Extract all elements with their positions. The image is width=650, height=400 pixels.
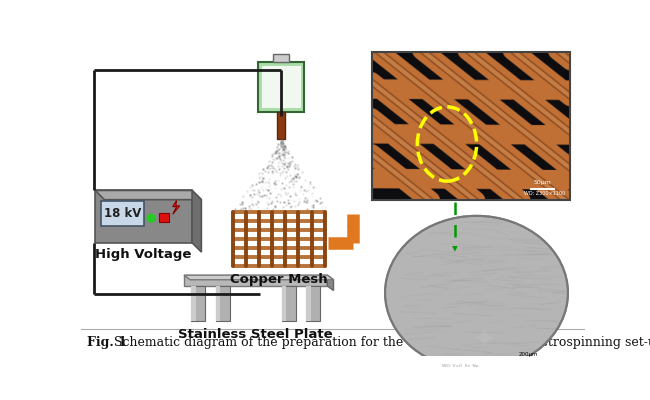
Bar: [184, 275, 328, 286]
Bar: [306, 286, 311, 320]
Bar: [262, 66, 300, 108]
Circle shape: [147, 214, 155, 222]
Text: ✦: ✦: [473, 325, 496, 353]
Text: Stainless Steel Plate: Stainless Steel Plate: [178, 328, 333, 341]
Bar: [216, 286, 229, 320]
Bar: [191, 286, 196, 320]
Bar: [281, 286, 296, 320]
Bar: [274, 54, 289, 62]
Text: WD: V=0  5s  No.: WD: V=0 5s No.: [442, 364, 480, 368]
Text: Schematic diagram of the preparation for the air filters and the electrospinning: Schematic diagram of the preparation for…: [110, 336, 650, 350]
Bar: [101, 201, 144, 226]
Bar: [159, 213, 169, 222]
Text: High Voltage: High Voltage: [96, 248, 192, 261]
Text: WD: Z300×1100: WD: Z300×1100: [525, 191, 566, 196]
Text: Fig. 1: Fig. 1: [88, 336, 127, 350]
Polygon shape: [184, 275, 333, 280]
Polygon shape: [192, 190, 202, 252]
Bar: [191, 286, 205, 320]
Bar: [306, 286, 320, 320]
Text: 18 kV: 18 kV: [104, 207, 142, 220]
Polygon shape: [95, 190, 202, 200]
Text: Copper Mesh: Copper Mesh: [230, 273, 328, 286]
Bar: [216, 286, 220, 320]
Polygon shape: [328, 275, 333, 290]
Text: 200μm: 200μm: [519, 352, 538, 357]
Bar: [372, 52, 569, 200]
Bar: [281, 286, 286, 320]
Bar: [278, 112, 285, 139]
Bar: [95, 190, 192, 243]
Polygon shape: [173, 200, 179, 214]
Bar: [258, 62, 304, 112]
Text: 50μm: 50μm: [534, 180, 551, 185]
